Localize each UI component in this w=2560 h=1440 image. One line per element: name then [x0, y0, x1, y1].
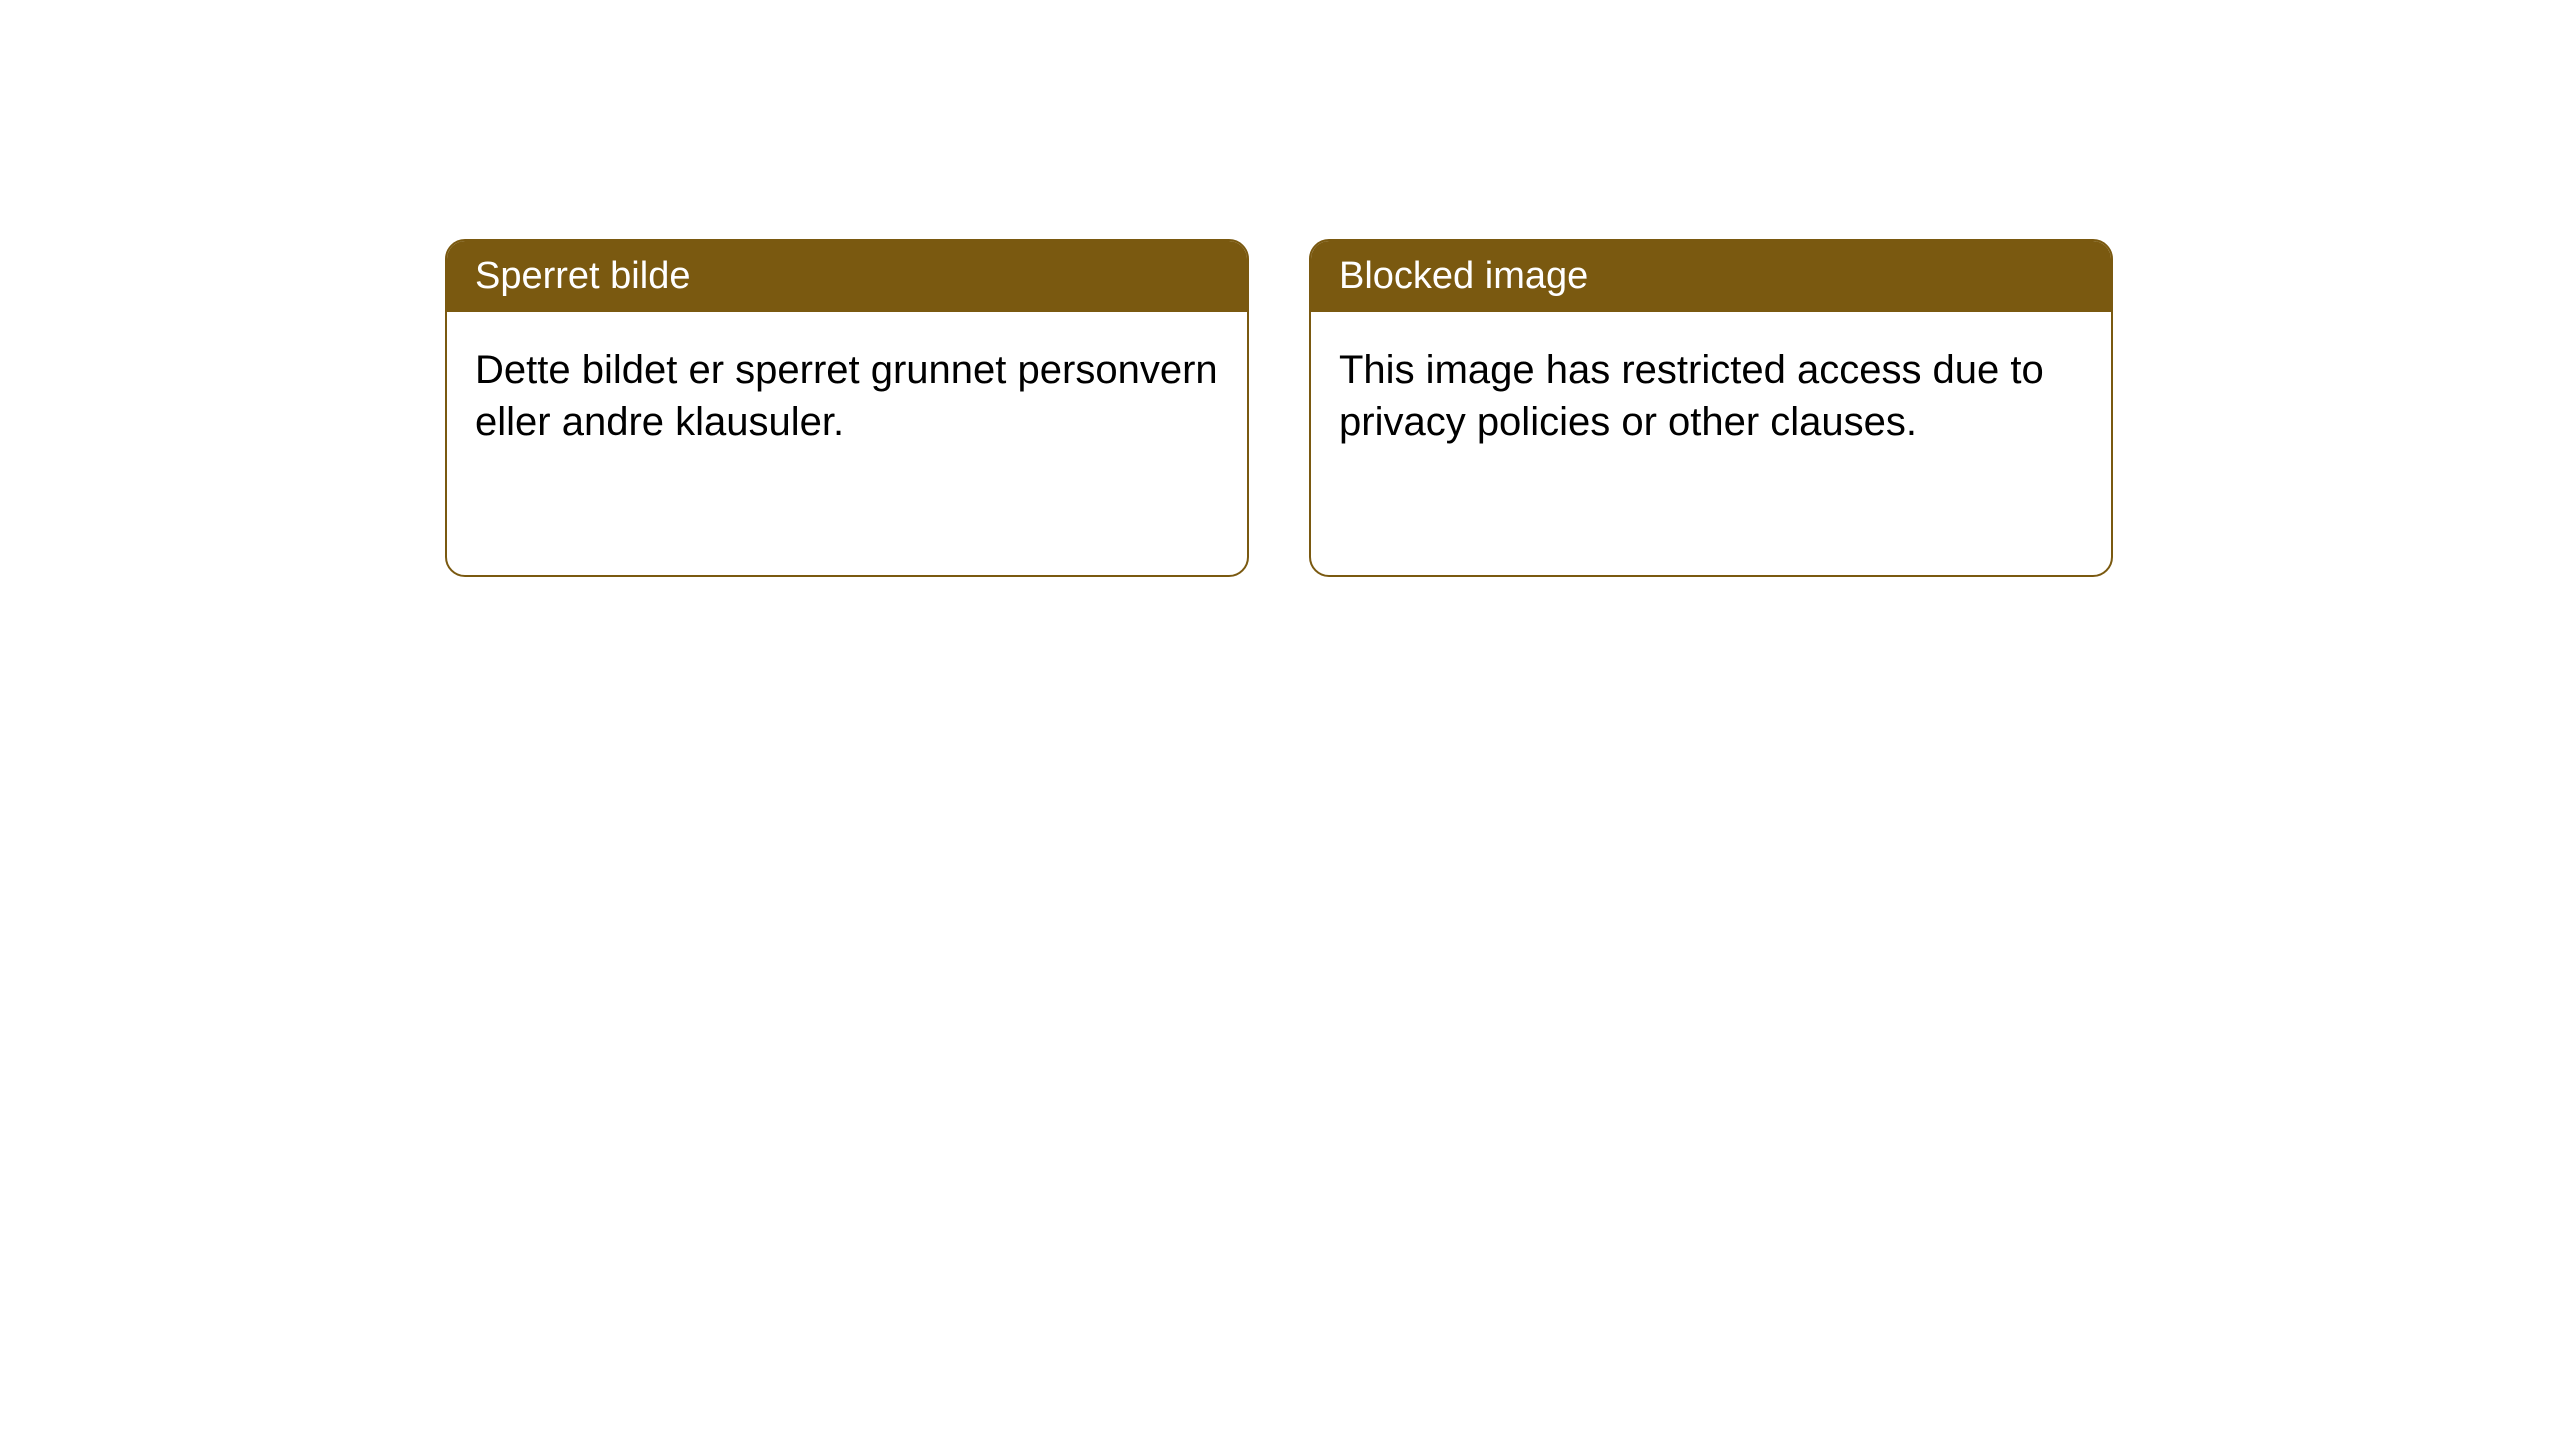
notice-card-english: Blocked image This image has restricted … [1309, 239, 2113, 577]
notice-text-english: This image has restricted access due to … [1339, 348, 2044, 444]
notice-header-english: Blocked image [1311, 241, 2111, 312]
notice-title-english: Blocked image [1339, 255, 1588, 297]
notice-title-norwegian: Sperret bilde [475, 255, 690, 297]
notice-header-norwegian: Sperret bilde [447, 241, 1247, 312]
notice-body-english: This image has restricted access due to … [1311, 312, 2111, 480]
notice-body-norwegian: Dette bildet er sperret grunnet personve… [447, 312, 1247, 480]
notice-text-norwegian: Dette bildet er sperret grunnet personve… [475, 348, 1218, 444]
notice-container: Sperret bilde Dette bildet er sperret gr… [445, 239, 2113, 577]
notice-card-norwegian: Sperret bilde Dette bildet er sperret gr… [445, 239, 1249, 577]
